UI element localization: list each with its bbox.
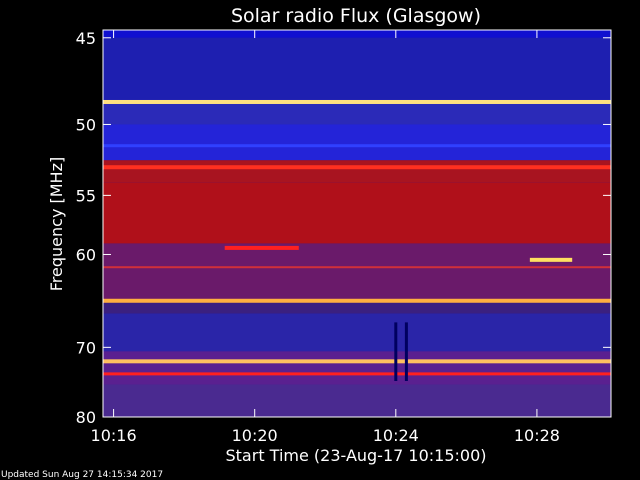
emission-burst bbox=[529, 257, 573, 262]
x-tick-label: 10:24 bbox=[373, 426, 419, 445]
plot-frame bbox=[102, 29, 612, 418]
frequency-band bbox=[103, 351, 611, 385]
frequency-band bbox=[103, 182, 611, 244]
emission-line bbox=[103, 298, 611, 303]
emission-segment bbox=[224, 245, 299, 250]
y-tick-label: 55 bbox=[76, 186, 96, 205]
frequency-bands bbox=[103, 30, 611, 417]
emission-line bbox=[103, 99, 611, 104]
emission-line bbox=[103, 266, 611, 269]
emission-spike bbox=[404, 322, 408, 382]
y-tick-label: 45 bbox=[76, 29, 96, 48]
frequency-band bbox=[103, 243, 611, 300]
plot-area bbox=[102, 29, 612, 418]
emission-line bbox=[103, 165, 611, 170]
frequency-band bbox=[103, 30, 611, 38]
y-tick-label: 50 bbox=[76, 115, 96, 134]
y-tick-label: 70 bbox=[76, 338, 96, 357]
frequency-band bbox=[103, 37, 611, 101]
updated-timestamp: Updated Sun Aug 27 14:15:34 2017 bbox=[1, 470, 163, 480]
x-axis: 10:16 10:20 10:24 10:28 bbox=[91, 30, 560, 445]
chart-title: Solar radio Flux (Glasgow) bbox=[231, 5, 481, 27]
y-axis: 45 50 55 60 70 80 bbox=[76, 29, 611, 427]
emission-line bbox=[103, 144, 611, 148]
y-axis-label: Frequency [MHz] bbox=[47, 157, 66, 291]
emission-line bbox=[103, 372, 611, 376]
y-tick-label: 60 bbox=[76, 245, 96, 264]
frequency-band bbox=[103, 160, 611, 183]
frequency-band bbox=[103, 299, 611, 314]
emission-features bbox=[224, 245, 573, 382]
x-tick-label: 10:16 bbox=[91, 426, 137, 445]
y-tick-label: 80 bbox=[76, 408, 96, 427]
x-tick-label: 10:20 bbox=[232, 426, 278, 445]
emission-line bbox=[103, 359, 611, 364]
frequency-band bbox=[103, 124, 611, 161]
frequency-band bbox=[103, 384, 611, 417]
x-axis-label: Start Time (23-Aug-17 10:15:00) bbox=[226, 446, 487, 465]
emission-lines bbox=[103, 99, 611, 376]
x-tick-label: 10:28 bbox=[514, 426, 560, 445]
emission-spike bbox=[394, 322, 398, 382]
frequency-band bbox=[103, 313, 611, 352]
frequency-band bbox=[103, 100, 611, 125]
